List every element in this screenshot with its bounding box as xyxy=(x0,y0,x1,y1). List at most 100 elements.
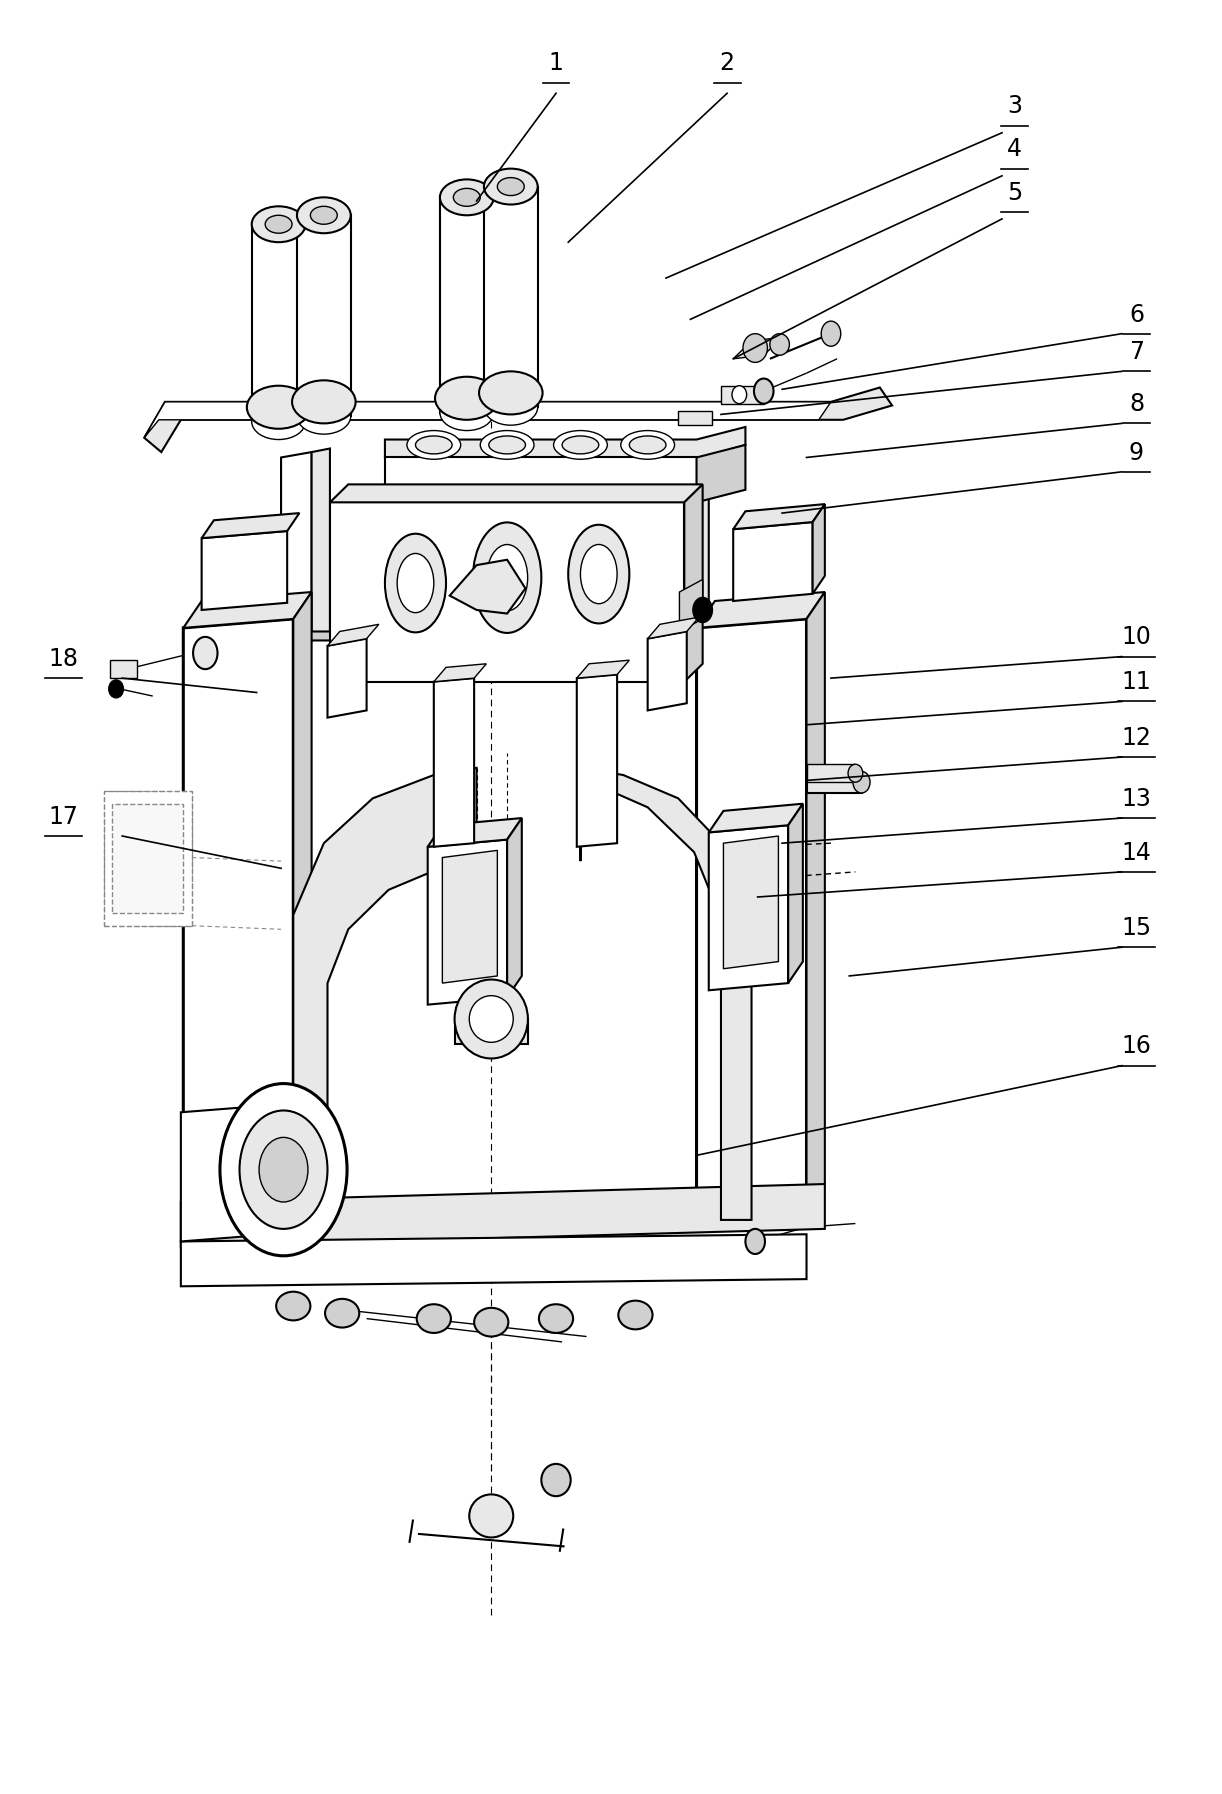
Polygon shape xyxy=(181,1103,296,1241)
Polygon shape xyxy=(577,660,629,678)
Polygon shape xyxy=(697,619,807,1220)
Ellipse shape xyxy=(745,1229,765,1254)
Ellipse shape xyxy=(252,404,306,440)
Ellipse shape xyxy=(754,379,774,404)
Ellipse shape xyxy=(440,395,494,431)
Text: 12: 12 xyxy=(1122,727,1151,750)
Ellipse shape xyxy=(297,197,351,233)
Text: 16: 16 xyxy=(1122,1035,1151,1058)
Bar xyxy=(110,660,137,678)
Polygon shape xyxy=(330,484,703,502)
Polygon shape xyxy=(281,631,690,640)
Text: 3: 3 xyxy=(1007,95,1022,118)
Polygon shape xyxy=(807,592,825,1211)
Polygon shape xyxy=(281,452,312,646)
Polygon shape xyxy=(733,504,825,529)
Polygon shape xyxy=(648,617,699,639)
Text: 13: 13 xyxy=(1122,788,1151,811)
Polygon shape xyxy=(202,531,287,610)
Ellipse shape xyxy=(474,1308,508,1337)
Polygon shape xyxy=(144,388,892,452)
Polygon shape xyxy=(144,402,831,438)
Ellipse shape xyxy=(252,206,306,242)
Polygon shape xyxy=(428,840,507,1005)
Polygon shape xyxy=(648,631,687,710)
Polygon shape xyxy=(434,664,486,682)
Polygon shape xyxy=(434,678,474,847)
Polygon shape xyxy=(330,502,684,682)
Text: 18: 18 xyxy=(49,648,78,671)
Text: 1: 1 xyxy=(549,52,563,75)
Polygon shape xyxy=(723,836,778,969)
Polygon shape xyxy=(385,427,745,457)
Text: 6: 6 xyxy=(1129,303,1144,327)
Ellipse shape xyxy=(220,1084,347,1256)
Ellipse shape xyxy=(440,179,494,215)
Ellipse shape xyxy=(732,386,747,404)
Polygon shape xyxy=(442,850,497,983)
Ellipse shape xyxy=(310,206,337,224)
Polygon shape xyxy=(733,337,782,359)
Polygon shape xyxy=(183,619,293,1238)
Polygon shape xyxy=(684,484,703,682)
Ellipse shape xyxy=(539,1304,573,1333)
Ellipse shape xyxy=(554,431,607,459)
Polygon shape xyxy=(788,804,803,983)
Ellipse shape xyxy=(580,544,617,603)
Ellipse shape xyxy=(693,597,712,623)
Text: 4: 4 xyxy=(1007,138,1022,161)
Polygon shape xyxy=(181,1184,825,1247)
Polygon shape xyxy=(733,522,813,601)
Ellipse shape xyxy=(479,371,543,414)
Ellipse shape xyxy=(435,377,499,420)
Polygon shape xyxy=(428,818,522,847)
Bar xyxy=(455,1019,528,1044)
Ellipse shape xyxy=(770,334,789,355)
Ellipse shape xyxy=(848,764,863,782)
Text: 17: 17 xyxy=(49,806,78,829)
Ellipse shape xyxy=(292,380,356,423)
Polygon shape xyxy=(690,443,709,640)
Polygon shape xyxy=(202,513,299,538)
Ellipse shape xyxy=(385,535,446,633)
Ellipse shape xyxy=(629,436,666,454)
Polygon shape xyxy=(813,504,825,594)
Polygon shape xyxy=(450,560,525,614)
Polygon shape xyxy=(660,445,690,646)
Polygon shape xyxy=(293,768,477,1229)
Ellipse shape xyxy=(415,436,452,454)
Polygon shape xyxy=(709,804,803,832)
Ellipse shape xyxy=(562,436,599,454)
Ellipse shape xyxy=(193,637,218,669)
Bar xyxy=(484,187,538,407)
Text: 8: 8 xyxy=(1129,393,1144,416)
Ellipse shape xyxy=(541,1464,571,1496)
Ellipse shape xyxy=(325,1299,359,1328)
Ellipse shape xyxy=(469,1494,513,1537)
Polygon shape xyxy=(679,579,703,631)
Bar xyxy=(807,771,862,793)
Ellipse shape xyxy=(821,321,841,346)
Ellipse shape xyxy=(469,996,513,1042)
Ellipse shape xyxy=(486,545,528,610)
Bar xyxy=(252,224,306,422)
Polygon shape xyxy=(507,818,522,997)
Bar xyxy=(104,791,192,926)
Ellipse shape xyxy=(497,178,524,196)
Polygon shape xyxy=(327,639,367,718)
Ellipse shape xyxy=(455,980,528,1058)
Bar xyxy=(721,386,764,404)
Bar xyxy=(440,197,494,413)
Polygon shape xyxy=(312,448,330,640)
Ellipse shape xyxy=(489,436,525,454)
Polygon shape xyxy=(580,768,752,1220)
Text: 7: 7 xyxy=(1129,341,1144,364)
Polygon shape xyxy=(293,592,312,1229)
Ellipse shape xyxy=(247,386,310,429)
Ellipse shape xyxy=(417,1304,451,1333)
Polygon shape xyxy=(577,675,617,847)
Polygon shape xyxy=(181,1234,807,1286)
Text: 15: 15 xyxy=(1122,917,1151,940)
Polygon shape xyxy=(697,445,745,502)
Ellipse shape xyxy=(297,398,351,434)
